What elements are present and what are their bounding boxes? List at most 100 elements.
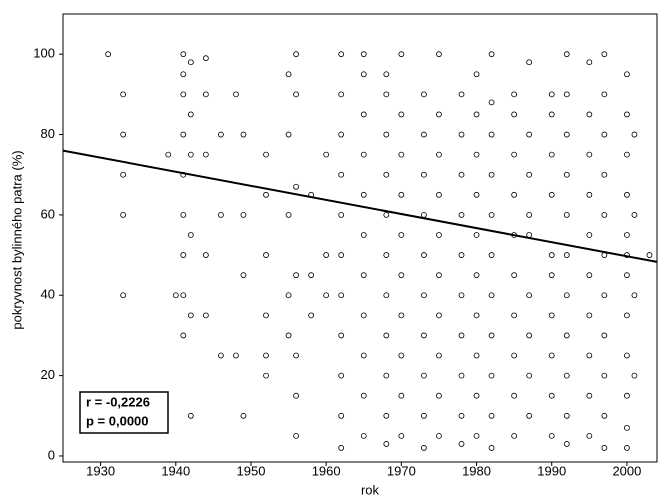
point xyxy=(548,392,555,399)
x-tick-label: 1990 xyxy=(537,463,566,478)
point xyxy=(473,352,480,359)
point xyxy=(421,131,427,138)
point xyxy=(187,111,194,118)
point xyxy=(586,312,593,319)
point xyxy=(511,191,518,198)
point xyxy=(165,151,172,158)
point xyxy=(458,252,465,258)
point xyxy=(338,211,345,218)
point xyxy=(548,432,555,439)
point xyxy=(601,292,608,299)
point xyxy=(421,171,427,178)
point xyxy=(473,151,480,158)
point xyxy=(421,445,427,451)
point xyxy=(601,131,608,138)
point xyxy=(511,352,518,359)
point xyxy=(398,232,405,238)
point xyxy=(548,191,555,198)
point xyxy=(473,71,480,78)
point xyxy=(383,412,390,419)
point xyxy=(285,292,292,299)
point xyxy=(458,332,465,339)
point xyxy=(120,292,127,299)
point xyxy=(180,71,187,78)
point xyxy=(217,211,224,218)
point xyxy=(436,432,442,439)
point xyxy=(511,111,518,118)
point xyxy=(436,232,442,238)
point xyxy=(548,312,555,319)
point xyxy=(240,131,247,138)
point xyxy=(398,191,405,198)
point xyxy=(180,91,187,98)
point xyxy=(263,191,269,198)
point xyxy=(511,91,518,98)
point xyxy=(458,292,465,299)
point xyxy=(285,71,292,78)
point xyxy=(548,252,555,258)
point xyxy=(458,441,465,447)
point xyxy=(458,91,465,98)
point xyxy=(511,432,518,439)
point xyxy=(586,392,593,399)
point xyxy=(631,372,638,379)
point xyxy=(511,312,518,319)
point xyxy=(338,445,345,451)
point xyxy=(421,211,427,218)
point xyxy=(631,292,638,299)
y-tick-label: 80 xyxy=(41,126,55,141)
point xyxy=(601,445,608,451)
point xyxy=(180,211,187,218)
point xyxy=(360,352,367,359)
point xyxy=(398,272,405,279)
point xyxy=(526,211,533,218)
point xyxy=(360,312,367,319)
plot-frame xyxy=(62,13,658,463)
point xyxy=(383,91,390,98)
point xyxy=(563,51,570,58)
point xyxy=(511,151,518,158)
point xyxy=(526,131,533,138)
point xyxy=(563,252,570,258)
point xyxy=(646,252,653,258)
point xyxy=(488,332,495,339)
point xyxy=(624,445,630,451)
point xyxy=(421,372,427,379)
point xyxy=(360,151,367,158)
point xyxy=(526,292,533,299)
point xyxy=(398,312,405,319)
point xyxy=(548,111,555,118)
y-tick-label: 20 xyxy=(41,367,55,382)
point xyxy=(631,131,638,138)
point xyxy=(436,151,442,158)
point xyxy=(293,91,299,98)
point xyxy=(473,111,480,118)
point xyxy=(217,352,224,359)
point xyxy=(323,252,330,258)
point xyxy=(360,272,367,279)
point xyxy=(202,252,209,258)
point xyxy=(624,352,630,359)
point xyxy=(601,332,608,339)
point xyxy=(473,312,480,319)
point xyxy=(285,332,292,339)
point xyxy=(202,91,209,98)
point xyxy=(473,272,480,279)
point xyxy=(421,91,427,98)
point xyxy=(308,272,315,279)
point xyxy=(421,292,427,299)
point xyxy=(338,332,345,339)
point xyxy=(488,372,495,379)
point xyxy=(293,432,299,439)
point xyxy=(601,171,608,178)
point xyxy=(526,171,533,178)
x-tick-label: 1980 xyxy=(462,463,491,478)
point xyxy=(601,412,608,419)
point xyxy=(511,392,518,399)
point xyxy=(421,252,427,258)
point xyxy=(601,211,608,218)
point xyxy=(263,312,269,319)
fit-line xyxy=(62,149,658,263)
point xyxy=(586,151,593,158)
